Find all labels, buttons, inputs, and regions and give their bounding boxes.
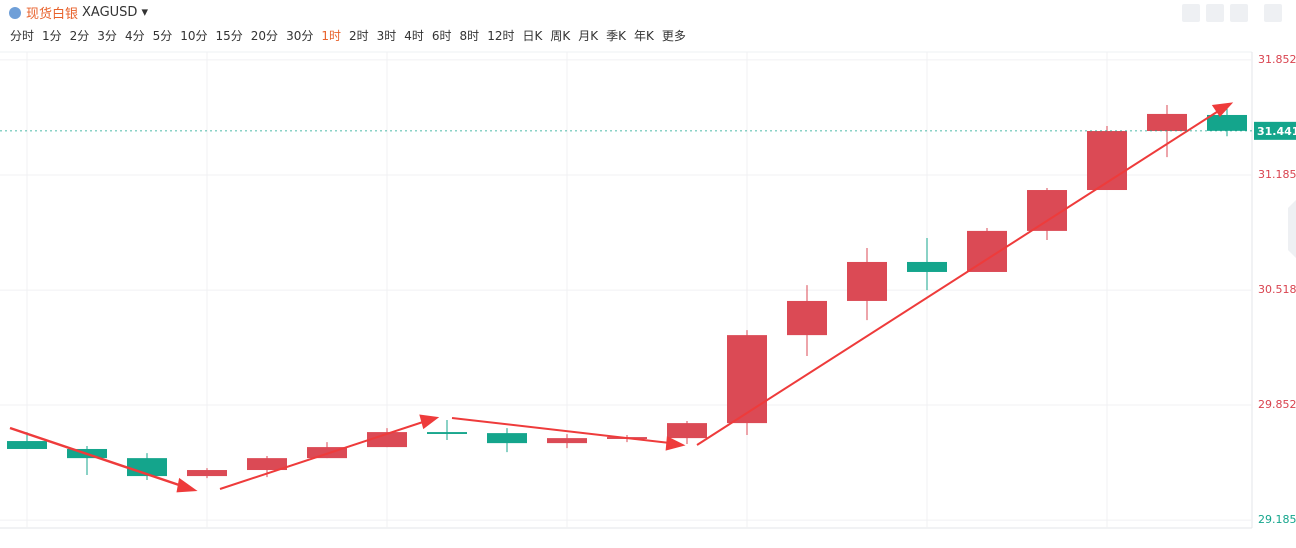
tab[interactable]: 年K xyxy=(633,29,654,43)
icon[interactable] xyxy=(1264,4,1282,22)
tabs: 分时 1分 2分 3分 4分 5分 10分 15分 20分 30分 1时 2时 3时 4时 6时 8时 12时日… xyxy=(6,27,690,44)
tab[interactable]: 15分 xyxy=(215,29,243,43)
icon xyxy=(9,6,21,19)
tab[interactable]: 周K xyxy=(550,29,571,43)
y-tick-label: 30.518 xyxy=(1258,283,1296,296)
candle-body xyxy=(1147,113,1187,132)
candle-body xyxy=(1207,114,1247,131)
tab[interactable]: 2分 xyxy=(69,29,90,43)
side-handle[interactable] xyxy=(1288,200,1296,258)
candle-body xyxy=(847,261,887,301)
tab[interactable]: 3分 xyxy=(97,29,117,43)
title: 现货白银 xyxy=(26,7,79,22)
candle-body xyxy=(907,261,947,272)
icon[interactable] xyxy=(1206,4,1224,22)
tab[interactable]: 季K xyxy=(606,29,626,43)
symbol: XAGUSD xyxy=(82,5,138,20)
tab[interactable]: 30分 xyxy=(286,29,314,43)
candle-body xyxy=(667,423,707,439)
symbol-title[interactable]: 现货白银 XAGUSD ▾ xyxy=(8,3,148,22)
caret: ▾ xyxy=(141,5,148,20)
candle-body xyxy=(487,433,527,444)
tab[interactable]: 20分 xyxy=(250,29,279,43)
annotation-arrows xyxy=(9,102,1234,493)
tab[interactable]: 4时 xyxy=(404,29,424,43)
tab[interactable]: 1时 xyxy=(321,29,341,43)
candle-body xyxy=(1027,190,1067,231)
y-tick-label: 29.852 xyxy=(1258,398,1296,411)
candle-body xyxy=(547,438,587,444)
tool-icons xyxy=(1182,4,1282,22)
candle-body xyxy=(307,447,347,459)
tab[interactable]: 5分 xyxy=(152,29,173,43)
tab[interactable]: 8时 xyxy=(459,29,480,43)
grid xyxy=(0,52,1252,528)
y-tick-label: 31.185 xyxy=(1258,168,1296,181)
y-tick-label: 29.185 xyxy=(1258,513,1296,526)
tab[interactable]: 分时 xyxy=(10,29,35,43)
icon[interactable] xyxy=(1230,4,1248,22)
last-price-label: 31.441 xyxy=(1257,125,1296,138)
icon[interactable] xyxy=(1182,4,1200,22)
candle-body xyxy=(187,470,227,477)
candle-body xyxy=(427,432,467,434)
tab[interactable]: 更多 xyxy=(661,29,686,43)
last-price-box xyxy=(1254,121,1296,140)
candle-body xyxy=(727,335,767,424)
tab[interactable]: 月K xyxy=(578,29,599,43)
tab[interactable]: 2时 xyxy=(348,29,369,43)
tab[interactable]: 日K xyxy=(522,29,543,43)
tab[interactable]: 12时 xyxy=(487,29,515,43)
tab[interactable]: 3时 xyxy=(376,29,397,43)
candle-body xyxy=(787,300,827,336)
candle-body xyxy=(247,458,287,471)
y-tick-label: 31.852 xyxy=(1258,53,1296,66)
tab[interactable]: 1分 xyxy=(42,29,62,43)
tab[interactable]: 6时 xyxy=(431,29,452,43)
candle-body xyxy=(1087,131,1127,191)
tab[interactable]: 10分 xyxy=(180,29,208,43)
candles xyxy=(7,104,1247,481)
candle-body xyxy=(367,432,407,448)
tab[interactable]: 4分 xyxy=(124,29,145,43)
candle-body xyxy=(7,441,47,449)
toolbar: 现货白银 XAGUSD ▾ 分时 1分 2分 3分 4分 5分 10分 15分 20分 30分 1时 2… xyxy=(0,0,1296,50)
